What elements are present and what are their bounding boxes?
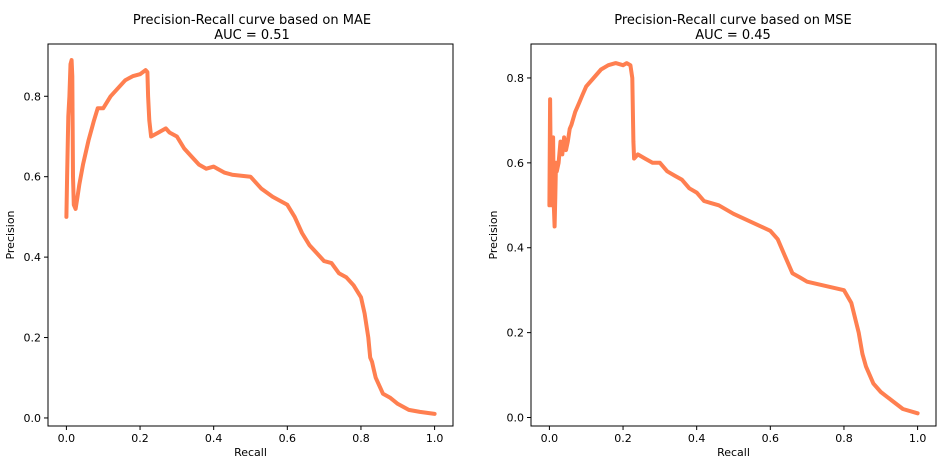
y-tick-label: 0.6 <box>24 171 42 184</box>
plot-area-frame <box>530 43 937 427</box>
x-axis-label: Recall <box>234 446 267 459</box>
x-tick-label: 1.0 <box>909 432 927 445</box>
x-axis-ticks: 0.0 0.2 0.4 0.6 0.8 1.0 <box>58 426 444 445</box>
chart-title: Precision-Recall curve based on MAE <box>133 13 371 28</box>
chart-subtitle: AUC = 0.45 <box>695 28 771 43</box>
x-tick-label: 0.4 <box>688 432 706 445</box>
y-tick-label: 0.2 <box>507 327 525 340</box>
series-line <box>547 61 920 416</box>
y-tick-label: 0.2 <box>24 332 42 345</box>
x-tick-label: 0.6 <box>762 432 780 445</box>
y-axis-ticks: 0.0 0.2 0.4 0.6 0.8 <box>507 72 531 425</box>
x-tick-label: 0.8 <box>352 432 370 445</box>
y-tick-label: 0.8 <box>507 72 525 85</box>
series-group <box>64 58 437 416</box>
x-tick-label: 0.2 <box>131 432 149 445</box>
y-axis-label: Precision <box>4 210 17 259</box>
x-tick-label: 0.2 <box>614 432 632 445</box>
y-axis-ticks: 0.0 0.2 0.4 0.6 0.8 <box>24 90 48 425</box>
x-axis-ticks: 0.0 0.2 0.4 0.6 0.8 1.0 <box>541 426 927 445</box>
plot-area-frame <box>47 43 454 427</box>
chart-title: Precision-Recall curve based on MSE <box>614 13 852 28</box>
y-tick-label: 0.6 <box>507 157 525 170</box>
x-axis-label: Recall <box>717 446 750 459</box>
y-tick-label: 0.0 <box>24 412 42 425</box>
chart-subtitle: AUC = 0.51 <box>214 28 290 43</box>
x-tick-label: 1.0 <box>426 432 444 445</box>
y-tick-label: 0.4 <box>24 251 42 264</box>
chart-mae: Precision-Recall curve based on MAE AUC … <box>4 13 454 459</box>
x-tick-label: 0.0 <box>58 432 76 445</box>
series-group <box>547 61 920 416</box>
x-tick-label: 0.4 <box>205 432 223 445</box>
y-axis-label: Precision <box>487 210 500 259</box>
y-tick-label: 0.8 <box>24 90 42 103</box>
y-tick-label: 0.0 <box>507 412 525 425</box>
y-tick-label: 0.4 <box>507 242 525 255</box>
x-tick-label: 0.6 <box>279 432 297 445</box>
x-tick-label: 0.0 <box>541 432 559 445</box>
series-line <box>64 58 437 416</box>
x-tick-label: 0.8 <box>835 432 853 445</box>
chart-mse: Precision-Recall curve based on MSE AUC … <box>487 13 937 459</box>
